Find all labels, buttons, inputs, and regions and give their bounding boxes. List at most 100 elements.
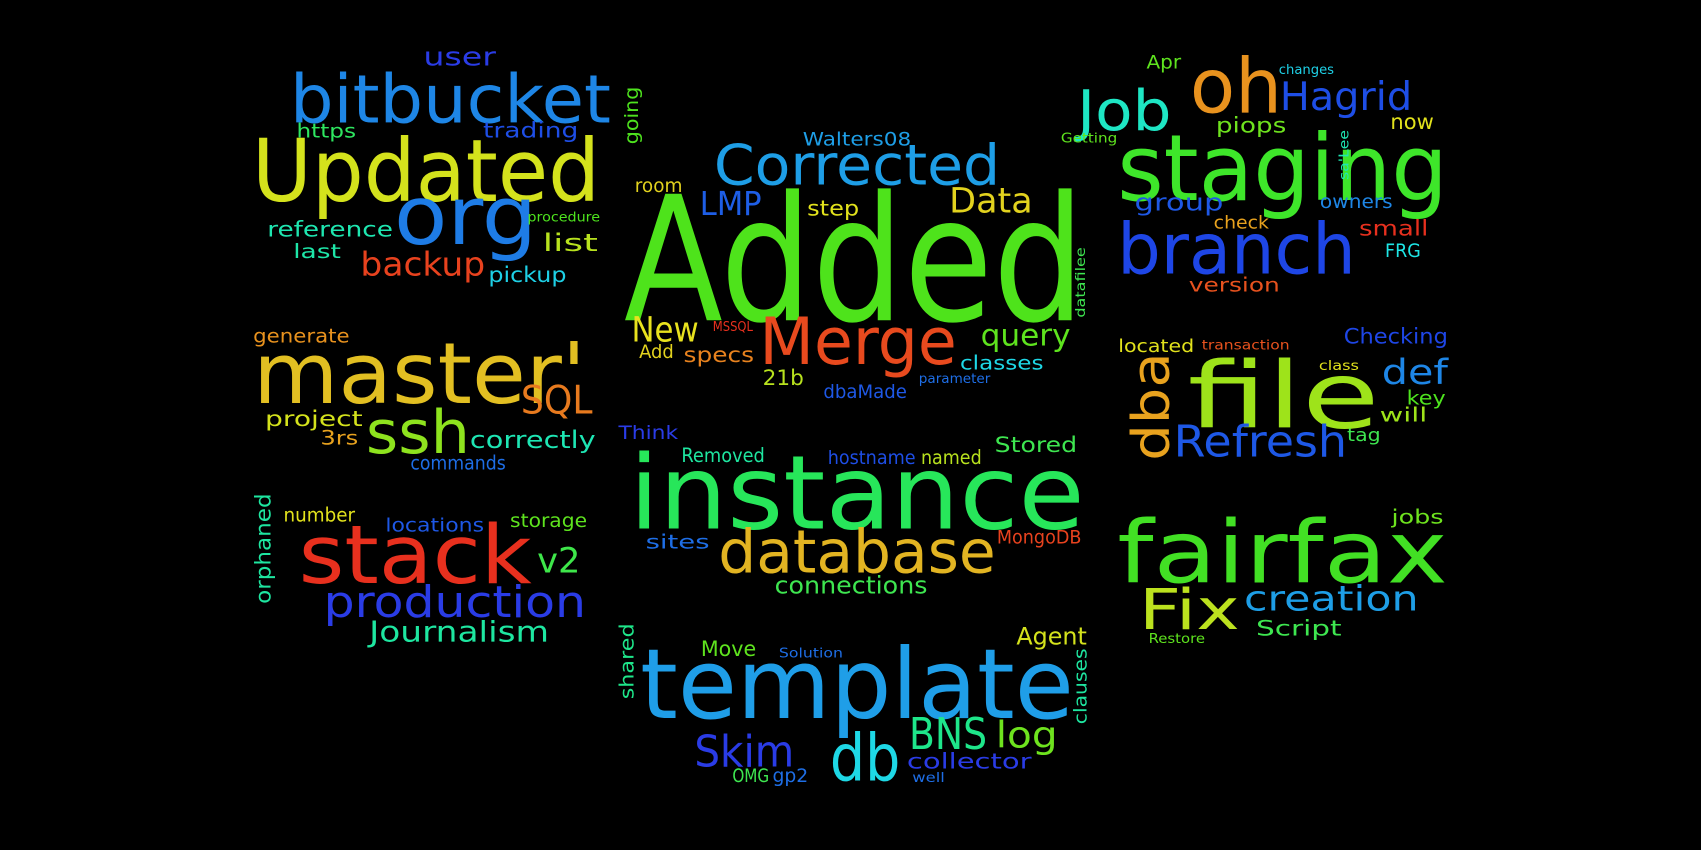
word: step bbox=[807, 197, 859, 222]
word: trading bbox=[483, 119, 578, 144]
word: storage bbox=[510, 511, 587, 532]
word: template bbox=[640, 628, 1074, 742]
word: check bbox=[1214, 213, 1269, 233]
word: fairfax bbox=[1117, 502, 1448, 603]
word: Stored bbox=[995, 433, 1077, 458]
word: commands bbox=[410, 451, 505, 474]
word: number bbox=[283, 503, 355, 526]
word: shared bbox=[616, 623, 639, 699]
word: Checking bbox=[1344, 325, 1448, 350]
word: branch bbox=[1117, 208, 1356, 290]
word: last bbox=[293, 240, 341, 263]
word: stack bbox=[299, 509, 532, 603]
word: Add bbox=[639, 342, 674, 363]
word: piops bbox=[1216, 113, 1286, 138]
word: Merge bbox=[759, 305, 956, 380]
word: BNS bbox=[909, 710, 987, 760]
word: production bbox=[324, 578, 586, 628]
word: pickup bbox=[488, 263, 566, 288]
word: LMP bbox=[700, 185, 762, 223]
word: correctly bbox=[470, 426, 596, 454]
word: Updated bbox=[252, 121, 600, 222]
word: class bbox=[1319, 359, 1359, 374]
word: query bbox=[981, 319, 1071, 354]
word: log bbox=[996, 714, 1058, 757]
word: group bbox=[1135, 189, 1224, 217]
word: https bbox=[296, 120, 356, 143]
word: classes bbox=[960, 352, 1043, 375]
word: sa'Lee bbox=[1337, 130, 1352, 180]
word: jobs bbox=[1390, 506, 1443, 529]
word: MongoDB bbox=[997, 527, 1082, 548]
word: Added bbox=[624, 159, 1085, 361]
word: datafilee bbox=[1074, 247, 1089, 317]
word: gp2 bbox=[772, 766, 808, 787]
word: def bbox=[1382, 353, 1449, 393]
word: Restore bbox=[1149, 632, 1205, 647]
word: OMG bbox=[732, 766, 769, 787]
word: user bbox=[423, 42, 496, 72]
word: Script bbox=[1256, 616, 1342, 641]
word: going bbox=[622, 87, 643, 144]
word: collector bbox=[907, 750, 1032, 775]
word: project bbox=[265, 407, 363, 432]
word: org bbox=[394, 170, 537, 264]
word: changes bbox=[1279, 63, 1335, 78]
word: database bbox=[718, 518, 996, 587]
word: Solution bbox=[779, 646, 843, 661]
word: owners bbox=[1320, 192, 1393, 213]
word: transaction bbox=[1202, 338, 1290, 353]
word: staging bbox=[1117, 114, 1448, 222]
word: well bbox=[912, 771, 945, 786]
word: orphaned bbox=[251, 493, 276, 604]
word: instance bbox=[629, 433, 1084, 553]
word: Getting bbox=[1061, 131, 1117, 146]
word: Corrected bbox=[714, 133, 1000, 198]
word: sites bbox=[646, 531, 710, 554]
word: New bbox=[631, 311, 698, 351]
word: 21b bbox=[763, 366, 804, 391]
word: hostname bbox=[828, 448, 916, 469]
word: bitbucket bbox=[290, 61, 611, 139]
word: SQL bbox=[521, 379, 593, 424]
word: Fix bbox=[1139, 578, 1240, 643]
word: room bbox=[635, 176, 683, 197]
word: Think bbox=[617, 423, 678, 444]
word: key bbox=[1407, 386, 1446, 409]
word: named bbox=[921, 446, 982, 469]
word: Refresh bbox=[1174, 417, 1347, 467]
word: parameter bbox=[919, 372, 991, 387]
word: FRG bbox=[1385, 241, 1421, 262]
word: Removed bbox=[681, 444, 764, 467]
word: reference bbox=[267, 217, 393, 242]
word: Move bbox=[701, 637, 756, 662]
word: version bbox=[1189, 274, 1280, 297]
word: list bbox=[543, 229, 598, 257]
word: clauses bbox=[1071, 648, 1091, 724]
word: connections bbox=[775, 571, 928, 599]
word: Walters08 bbox=[803, 129, 911, 150]
word: backup bbox=[360, 246, 485, 284]
word: Hagrid bbox=[1280, 75, 1412, 120]
word: Skim bbox=[694, 727, 794, 777]
word: Data bbox=[949, 182, 1032, 222]
word: ssh bbox=[366, 399, 470, 468]
word: Journalism bbox=[367, 616, 549, 649]
word: will bbox=[1380, 404, 1428, 427]
word: dbaMade bbox=[823, 382, 906, 403]
word: master' bbox=[253, 325, 586, 423]
word: Job bbox=[1074, 79, 1172, 144]
word: generate bbox=[253, 325, 349, 348]
word: v2 bbox=[537, 542, 580, 582]
word: Apr bbox=[1146, 52, 1181, 73]
word: small bbox=[1359, 216, 1428, 241]
word: db bbox=[830, 721, 900, 796]
word: oh bbox=[1190, 43, 1282, 131]
word: now bbox=[1390, 110, 1433, 135]
word: file bbox=[1188, 342, 1380, 450]
word: tag bbox=[1347, 426, 1381, 446]
word: located bbox=[1118, 337, 1194, 357]
